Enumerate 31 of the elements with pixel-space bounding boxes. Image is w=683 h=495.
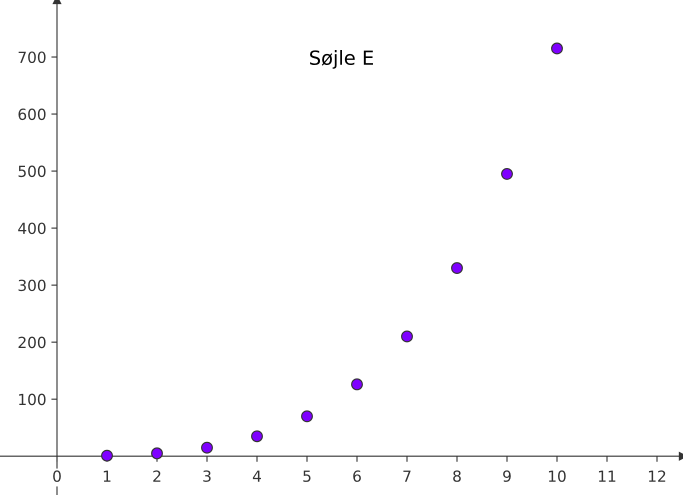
x-tick-label: 3 [203,470,211,482]
point [101,450,113,462]
x-tick-label: 7 [403,470,411,482]
x-tick-label: 4 [252,470,262,482]
point [501,168,513,180]
y-tick-label: 600 [18,108,46,120]
x-tick-label: 0 [53,470,61,482]
x-tick-label: 8 [453,470,461,482]
y-tick-label: 300 [18,280,46,292]
x-tick-label: 12 [648,470,666,482]
y-tick-label: 100 [19,394,46,406]
x-tick-label: 2 [153,470,160,482]
y-tick-label: 500 [18,166,46,178]
point [201,442,213,454]
x-tick-label: 1 [104,470,110,482]
point [451,262,463,274]
x-tick-label: 6 [353,470,361,482]
x-tick-label: 9 [503,470,511,482]
x-tick-label: 10 [548,470,566,482]
point [401,330,413,342]
x-tick-label: 5 [303,470,311,482]
text: Søjle E [310,50,373,69]
x-tick-label: 11 [598,470,616,482]
y-tick-label: 700 [18,51,46,64]
point [301,410,313,422]
point [151,447,163,460]
point [351,378,363,390]
y-tick-label: 400 [18,222,46,234]
point [251,430,263,442]
y-tick-label: 200 [18,336,46,348]
point [551,42,563,54]
